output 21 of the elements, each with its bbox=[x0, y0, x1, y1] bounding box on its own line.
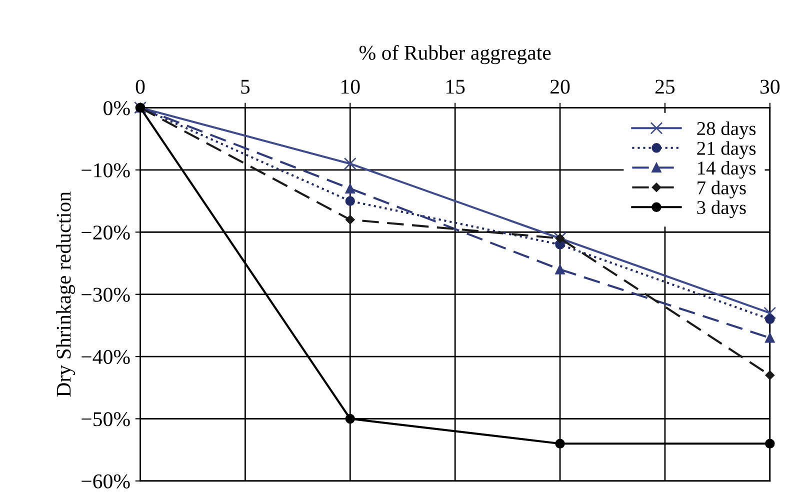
y-axis-title: Dry Shrinkage reduction bbox=[56, 192, 76, 397]
y-tick-label: 0% bbox=[104, 101, 130, 116]
y-tick-label: −50% bbox=[82, 412, 130, 426]
legend-label: 3 days bbox=[697, 200, 746, 218]
y-tick-label: −20% bbox=[82, 226, 130, 240]
y-tick-label: −40% bbox=[82, 350, 130, 364]
legend-label: 14 days bbox=[698, 160, 756, 179]
x-tick-label: 10 bbox=[342, 80, 360, 94]
x-tick-label: 25 bbox=[655, 80, 675, 94]
x-tick-label: 15 bbox=[446, 80, 465, 94]
x-tick-label: 0 bbox=[136, 80, 145, 94]
x-tick-label: 20 bbox=[550, 80, 570, 94]
y-tick-label: −10% bbox=[82, 163, 130, 178]
y-tick-label: −60% bbox=[82, 474, 130, 488]
legend-label: 28 days bbox=[697, 121, 756, 140]
x-tick-label: 30 bbox=[760, 80, 780, 94]
legend-label: 21 days bbox=[697, 141, 756, 159]
x-axis-title: % of Rubber aggregate bbox=[359, 44, 551, 64]
legend-label: 7 days bbox=[698, 180, 746, 198]
x-tick-label: 5 bbox=[241, 80, 250, 94]
y-tick-label: −30% bbox=[82, 288, 130, 302]
